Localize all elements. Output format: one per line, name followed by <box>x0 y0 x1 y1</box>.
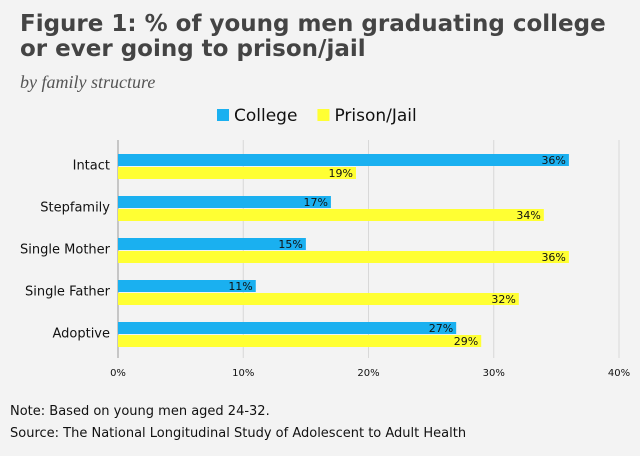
x-tick-label: 10% <box>232 368 254 379</box>
y-tick-label: Adoptive <box>52 327 110 342</box>
bar <box>118 209 544 221</box>
x-tick-label: 40% <box>608 368 630 379</box>
y-tick-label: Single Mother <box>20 243 111 258</box>
bar <box>118 251 569 263</box>
bar <box>118 335 482 347</box>
value-label: 29% <box>454 335 478 348</box>
source: Source: The National Longitudinal Study … <box>10 426 467 441</box>
note: Note: Based on young men aged 24-32. <box>10 404 270 419</box>
chart-title: Figure 1: % of young men graduating coll… <box>20 11 606 62</box>
value-label: 36% <box>541 154 565 167</box>
y-tick-label: Stepfamily <box>40 201 110 216</box>
bar <box>118 196 331 208</box>
bar <box>118 167 356 179</box>
chart-subtitle: by family structure <box>20 72 156 92</box>
value-label: 32% <box>491 293 515 306</box>
value-label: 27% <box>429 322 453 335</box>
bar <box>118 154 569 166</box>
bar <box>118 238 306 250</box>
value-label: 15% <box>278 238 302 251</box>
value-label: 36% <box>541 251 565 264</box>
value-label: 17% <box>303 196 327 209</box>
value-label: 19% <box>329 167 353 180</box>
value-label: 11% <box>228 280 252 293</box>
legend-swatch <box>217 109 229 121</box>
legend-label: Prison/Jail <box>334 106 416 126</box>
bar <box>118 293 519 305</box>
y-tick-label: Single Father <box>25 285 111 300</box>
legend-label: College <box>234 106 297 126</box>
y-tick-label: Intact <box>73 159 110 174</box>
bar <box>118 322 457 334</box>
legend-swatch <box>317 109 330 121</box>
x-tick-label: 20% <box>357 368 379 379</box>
x-tick-label: 0% <box>110 368 126 379</box>
x-tick-label: 30% <box>483 368 505 379</box>
bar <box>118 280 256 292</box>
value-label: 34% <box>516 209 540 222</box>
